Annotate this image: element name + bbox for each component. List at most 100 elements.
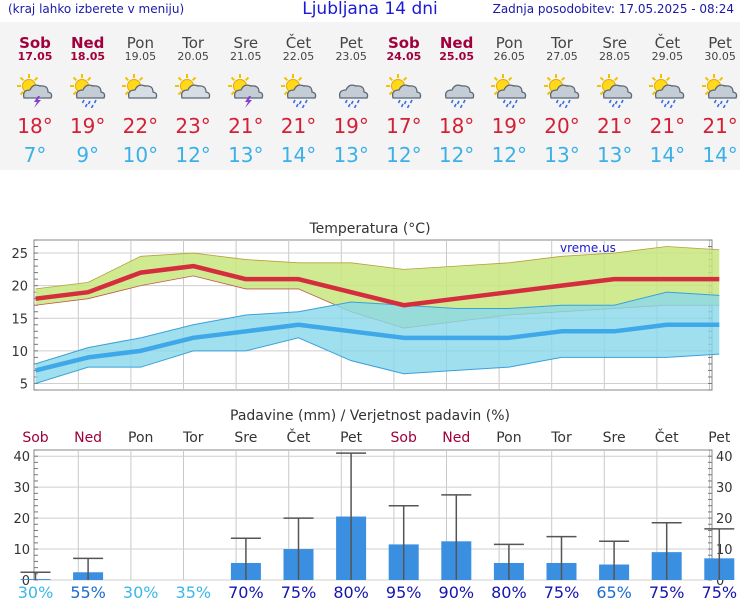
sun-cloud-rain-icon <box>702 74 738 108</box>
day-column: Sre 21.05 21° 13° <box>220 22 272 170</box>
day-name: Pet <box>339 34 363 52</box>
temp-tick-label: 20 <box>11 280 28 295</box>
min-temp: 7° <box>23 143 47 167</box>
day-name: Tor <box>551 34 573 52</box>
last-updated: Zadnja posodobitev: 17.05.2025 - 08:24 <box>492 2 734 16</box>
day-date: 21.05 <box>230 50 262 63</box>
temp-tick-label: 5 <box>20 377 28 392</box>
min-temp: 13° <box>228 143 264 167</box>
location-hint[interactable]: (kraj lahko izberete v meniju) <box>8 2 185 16</box>
precip-day-label: Pet <box>708 430 731 446</box>
day-date: 23.05 <box>335 50 367 63</box>
min-temp: 10° <box>122 143 159 167</box>
day-date: 20.05 <box>177 50 209 63</box>
day-column: Pon 19.05 22° 10° <box>114 22 166 170</box>
min-temp-band-edge <box>35 291 720 365</box>
max-temp: 19° <box>69 114 106 138</box>
precip-probability-label: 95% <box>386 583 422 600</box>
precip-day-label: Ned <box>74 430 102 446</box>
max-temp: 21° <box>596 114 633 138</box>
sun-cloud-rain-icon <box>544 74 580 108</box>
min-temp-band <box>35 292 720 384</box>
precip-probability-label: 75% <box>281 583 317 600</box>
sun-cloud-rain-icon <box>491 74 527 108</box>
sun-cloud-lightning-icon <box>17 74 53 108</box>
precip-probability-label: 35% <box>176 583 212 600</box>
precip-tick-label-left: 10 <box>13 543 30 558</box>
day-date: 22.05 <box>282 50 315 63</box>
min-temp: 12° <box>491 143 528 167</box>
sun-cloud-icon <box>175 74 211 99</box>
precipitation-plot-area <box>33 449 713 581</box>
day-name: Pet <box>708 34 732 52</box>
day-name: Sob <box>19 34 51 52</box>
precip-day-label: Pon <box>128 430 153 446</box>
sun-cloud-rain-icon <box>385 74 422 108</box>
min-temp: 13° <box>333 143 369 167</box>
precip-day-label: Tor <box>550 430 572 446</box>
precip-day-label: Čet <box>655 428 679 446</box>
sun-cloud-rain-icon <box>649 74 685 108</box>
precip-probability-label: 90% <box>439 583 475 600</box>
day-name: Tor <box>182 34 205 52</box>
day-column: Pon 26.05 19° 12° <box>483 22 535 170</box>
day-date: 18.05 <box>70 50 106 63</box>
min-temp: 13° <box>544 143 580 167</box>
temperature-chart-title: Temperatura (°C) <box>308 221 430 237</box>
cloud-rain-icon <box>339 84 369 108</box>
day-date: 28.05 <box>598 50 631 63</box>
day-name: Čet <box>285 34 312 52</box>
day-name: Pon <box>495 34 523 52</box>
min-temp: 12° <box>438 143 475 167</box>
temp-tick-label: 15 <box>11 312 28 327</box>
watermark: vreme.us <box>560 241 616 255</box>
day-column: Sob 24.05 17° 12° <box>378 22 430 170</box>
cloud-rain-icon <box>444 84 474 108</box>
precip-probability-label: 65% <box>596 583 632 600</box>
max-temp: 21° <box>228 114 264 138</box>
day-name: Čet <box>654 34 681 52</box>
precip-probability-label: 30% <box>123 583 159 600</box>
day-name: Ned <box>70 34 105 52</box>
temp-tick-label: 25 <box>11 247 28 262</box>
max-temp: 18° <box>438 114 475 138</box>
min-temp: 13° <box>596 143 633 167</box>
max-temp-line <box>35 263 720 308</box>
day-column: Tor 27.05 20° 13° <box>536 22 588 170</box>
max-temp-band-edge <box>35 246 720 290</box>
temp-tick-label: 10 <box>11 345 28 360</box>
day-date: 17.05 <box>17 50 53 63</box>
precip-tick-label-right: 40 <box>716 450 733 465</box>
precip-tick-label-right: 30 <box>716 481 733 496</box>
sun-cloud-icon <box>122 74 158 99</box>
max-temp: 23° <box>175 114 211 138</box>
day-column: Sre 28.05 21° 13° <box>589 22 641 170</box>
max-temp: 18° <box>17 114 53 138</box>
day-name: Sob <box>387 34 420 52</box>
precip-day-label: Sre <box>234 430 257 446</box>
day-name: Sre <box>602 34 627 52</box>
min-temp: 14° <box>649 143 686 167</box>
precip-day-label: Sre <box>603 430 626 446</box>
day-date: 24.05 <box>386 50 422 63</box>
min-temp: 12° <box>175 143 211 167</box>
day-name: Sre <box>233 34 259 52</box>
max-temp: 19° <box>491 114 528 138</box>
precip-day-label: Sob <box>391 430 417 446</box>
precip-day-label: Tor <box>182 430 204 446</box>
precip-probability-label: 80% <box>491 583 527 600</box>
max-temp: 19° <box>333 114 369 138</box>
day-date: 29.05 <box>651 50 684 63</box>
min-temp-line <box>34 322 720 373</box>
day-date: 26.05 <box>493 50 526 63</box>
day-column: Sob 17.05 18° 7° <box>9 22 61 170</box>
precip-tick-label-right: 0 <box>716 574 724 589</box>
precip-day-label: Pet <box>340 430 363 446</box>
precip-probability-label: 75% <box>649 583 685 600</box>
day-column: Pet 23.05 19° 13° <box>325 22 377 170</box>
page-title: Ljubljana 14 dni <box>302 0 438 19</box>
page-header: (kraj lahko izberete v meniju) Ljubljana… <box>0 0 740 22</box>
max-temp: 20° <box>544 114 580 138</box>
precip-tick-label-left: 30 <box>13 481 30 496</box>
day-name: Ned <box>439 34 474 52</box>
